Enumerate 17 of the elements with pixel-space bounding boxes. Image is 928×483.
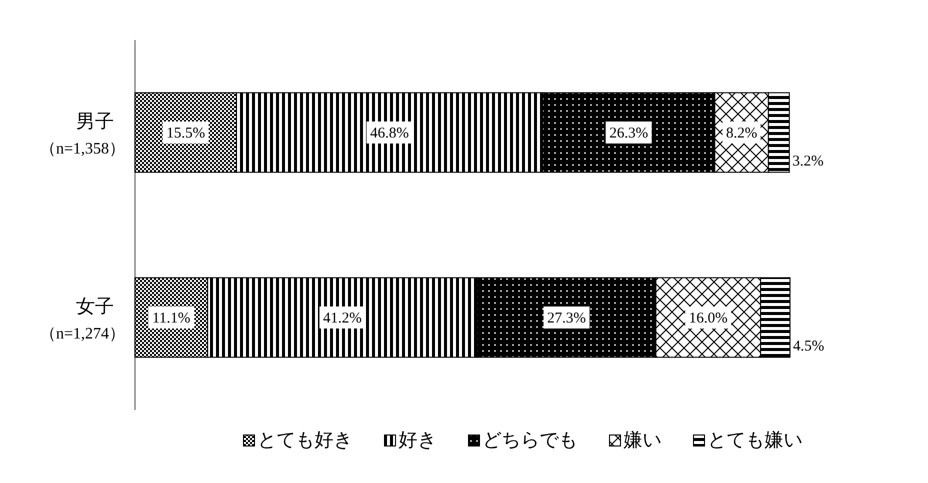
data-label: 4.5%: [793, 338, 824, 354]
legend-label: とても嫌い: [708, 430, 802, 451]
legend-label: 好き: [398, 430, 436, 451]
y-tick-label: 男子（n=1,358）: [40, 112, 125, 158]
data-label: 3.2%: [792, 153, 824, 170]
data-label: 46.8%: [370, 126, 409, 142]
legend-label: どちらでも: [482, 430, 578, 451]
data-label: 15.5%: [166, 126, 206, 142]
data-label: 26.3%: [609, 126, 648, 142]
legend-label: 嫌い: [624, 430, 662, 451]
y-tick-label: 女子（n=1,274）: [40, 296, 125, 342]
data-label: 27.3%: [547, 310, 586, 326]
data-label: 11.1%: [152, 310, 190, 326]
legend-label: とても好き: [258, 430, 352, 451]
data-label: 16.0%: [688, 310, 728, 326]
data-label: 41.2%: [323, 310, 362, 326]
data-label: 8.2%: [726, 126, 758, 142]
